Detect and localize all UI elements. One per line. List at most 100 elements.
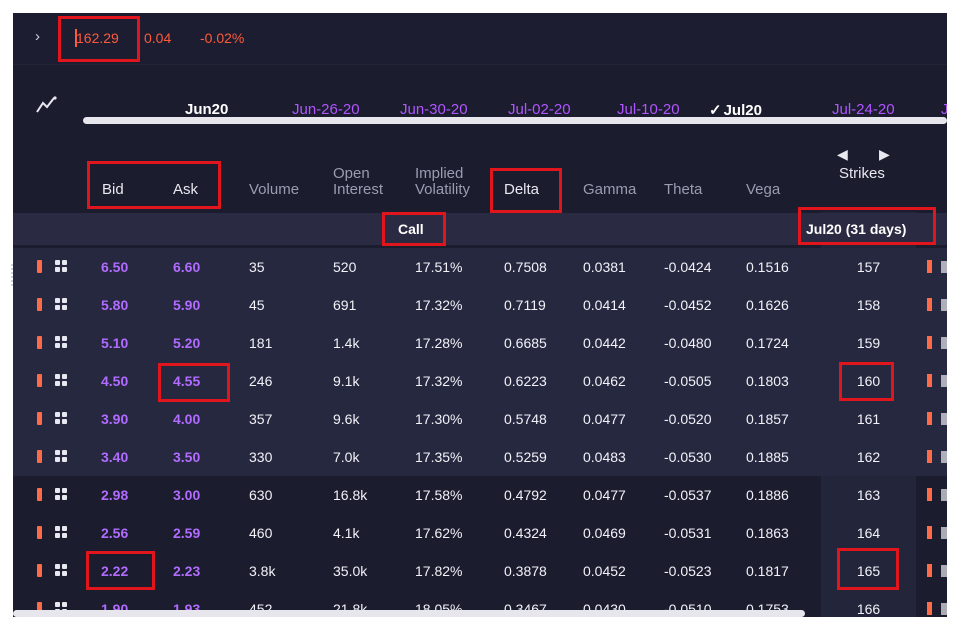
quad-grid-icon[interactable]: [55, 298, 69, 311]
trade-flag-icon[interactable]: [37, 298, 42, 311]
bid-cell[interactable]: 2.56: [101, 525, 129, 541]
ask-cell[interactable]: 5.90: [173, 297, 201, 313]
put-trade-flag-icon[interactable]: [927, 488, 932, 501]
ask-cell[interactable]: 4.00: [173, 411, 201, 427]
ask-cell[interactable]: 2.23: [173, 563, 201, 579]
put-grid-icon[interactable]: [941, 299, 947, 311]
put-grid-icon[interactable]: [941, 413, 947, 425]
col-gamma[interactable]: Gamma: [583, 181, 637, 198]
quad-grid-icon[interactable]: [55, 526, 69, 539]
volume-cell: 630: [249, 487, 273, 503]
put-grid-icon[interactable]: [941, 527, 947, 539]
put-trade-flag-icon[interactable]: [927, 526, 932, 539]
theta-cell: -0.0530: [664, 449, 712, 465]
quad-grid-icon[interactable]: [55, 450, 69, 463]
trade-flag-icon[interactable]: [37, 602, 42, 615]
col-ask[interactable]: Ask: [173, 181, 199, 198]
option-row[interactable]: 4.50 4.55 246 9.1k 17.32% 0.6223 0.0462 -0.0505…: [13, 362, 947, 400]
put-grid-icon[interactable]: [941, 565, 947, 577]
vega-cell: 0.1803: [746, 373, 789, 389]
col-volume[interactable]: Volume: [249, 181, 300, 198]
col-open-interest[interactable]: Open Interest: [333, 166, 383, 198]
put-trade-flag-icon[interactable]: [927, 260, 932, 273]
put-grid-icon[interactable]: [941, 489, 947, 501]
trade-flag-icon[interactable]: [37, 260, 42, 273]
option-row[interactable]: 3.90 4.00 357 9.6k 17.30% 0.5748 0.0477 -0.0520…: [13, 400, 947, 438]
col-bid[interactable]: Bid: [102, 181, 124, 198]
call-label: Call: [398, 221, 424, 237]
ask-cell[interactable]: 3.50: [173, 449, 201, 465]
bid-cell[interactable]: 4.50: [101, 373, 129, 389]
put-grid-icon[interactable]: [941, 375, 947, 387]
bid-cell[interactable]: 3.40: [101, 449, 129, 465]
ask-cell[interactable]: 5.20: [173, 335, 201, 351]
put-grid-icon[interactable]: [941, 603, 947, 615]
gamma-cell: 0.0483: [583, 449, 626, 465]
option-row[interactable]: 5.80 5.90 45 691 17.32% 0.7119 0.0414 -0.0452 0.…: [13, 286, 947, 324]
expiry-tab[interactable]: Jul-24-20: [832, 101, 895, 118]
bid-cell[interactable]: 2.22: [101, 563, 129, 579]
expiry-tab[interactable]: Jun-30-20: [400, 101, 468, 118]
expiry-tab[interactable]: Jun20: [185, 101, 229, 118]
resize-handle[interactable]: [11, 264, 14, 286]
expand-chevron-icon[interactable]: ›: [35, 28, 40, 45]
ask-cell[interactable]: 3.00: [173, 487, 201, 503]
ask-cell[interactable]: 2.59: [173, 525, 201, 541]
implied-volatility-cell: 17.51%: [415, 259, 463, 275]
option-row[interactable]: 2.56 2.59 460 4.1k 17.62% 0.4324 0.0469 -0.0531…: [13, 514, 947, 552]
bid-cell[interactable]: 5.80: [101, 297, 129, 313]
trade-flag-icon[interactable]: [37, 488, 42, 501]
quad-grid-icon[interactable]: [55, 488, 69, 501]
col-implied-volatility[interactable]: Implied Volatility: [415, 166, 470, 198]
col-theta[interactable]: Theta: [664, 181, 703, 198]
quad-grid-icon[interactable]: [55, 260, 69, 273]
expiry-tab[interactable]: Jul-10-20: [617, 101, 680, 118]
put-grid-icon[interactable]: [941, 337, 947, 349]
expiry-tab[interactable]: Jul-02-20: [508, 101, 571, 118]
put-trade-flag-icon[interactable]: [927, 336, 932, 349]
strike-prev-arrow-icon[interactable]: ◀: [837, 146, 848, 162]
quad-grid-icon[interactable]: [55, 374, 69, 387]
expiry-tab[interactable]: J: [941, 101, 947, 118]
option-row[interactable]: 6.50 6.60 35 520 17.51% 0.7508 0.0381 -0.0424 0.…: [13, 248, 947, 286]
ask-cell[interactable]: 6.60: [173, 259, 201, 275]
quad-grid-icon[interactable]: [55, 412, 69, 425]
trade-flag-icon[interactable]: [37, 526, 42, 539]
put-trade-flag-icon[interactable]: [927, 298, 932, 311]
horizontal-scrollbar[interactable]: [13, 610, 805, 617]
col-delta[interactable]: Delta: [504, 181, 540, 198]
trade-flag-icon[interactable]: [37, 374, 42, 387]
bid-cell[interactable]: 6.50: [101, 259, 129, 275]
put-trade-flag-icon[interactable]: [927, 602, 932, 615]
quad-grid-icon[interactable]: [55, 336, 69, 349]
trade-flag-icon[interactable]: [37, 336, 42, 349]
col-vega[interactable]: Vega: [746, 181, 781, 198]
trade-flag-icon[interactable]: [37, 450, 42, 463]
put-trade-flag-icon[interactable]: [927, 412, 932, 425]
open-interest-cell: 9.1k: [333, 373, 360, 389]
col-iv-line2: Volatility: [415, 181, 471, 198]
strike-next-arrow-icon[interactable]: ▶: [879, 146, 890, 162]
line-chart-icon[interactable]: [35, 95, 59, 115]
put-grid-icon[interactable]: [941, 451, 947, 463]
trade-flag-icon[interactable]: [37, 564, 42, 577]
theta-cell: -0.0452: [664, 297, 712, 313]
expiry-tab[interactable]: Jun-26-20: [292, 101, 360, 118]
option-row[interactable]: 2.22 2.23 3.8k 35.0k 17.82% 0.3878 0.0452 -0.05…: [13, 552, 947, 590]
option-row[interactable]: 5.10 5.20 181 1.4k 17.28% 0.6685 0.0442 -0.0480…: [13, 324, 947, 362]
bid-cell[interactable]: 3.90: [101, 411, 129, 427]
option-row[interactable]: 2.98 3.00 630 16.8k 17.58% 0.4792 0.0477 -0.053…: [13, 476, 947, 514]
put-trade-flag-icon[interactable]: [927, 374, 932, 387]
ask-cell[interactable]: 4.55: [173, 373, 201, 389]
put-trade-flag-icon[interactable]: [927, 564, 932, 577]
expiry-scrollbar[interactable]: [83, 117, 947, 124]
option-row[interactable]: 3.40 3.50 330 7.0k 17.35% 0.5259 0.0483 -0.0530…: [13, 438, 947, 476]
trade-flag-icon[interactable]: [37, 412, 42, 425]
put-trade-flag-icon[interactable]: [927, 450, 932, 463]
bid-cell[interactable]: 5.10: [101, 335, 129, 351]
quad-grid-icon[interactable]: [55, 564, 69, 577]
gamma-cell: 0.0414: [583, 297, 626, 313]
expiry-tab-selected[interactable]: ✓ Jul20: [709, 101, 762, 119]
bid-cell[interactable]: 2.98: [101, 487, 129, 503]
put-grid-icon[interactable]: [941, 261, 947, 273]
